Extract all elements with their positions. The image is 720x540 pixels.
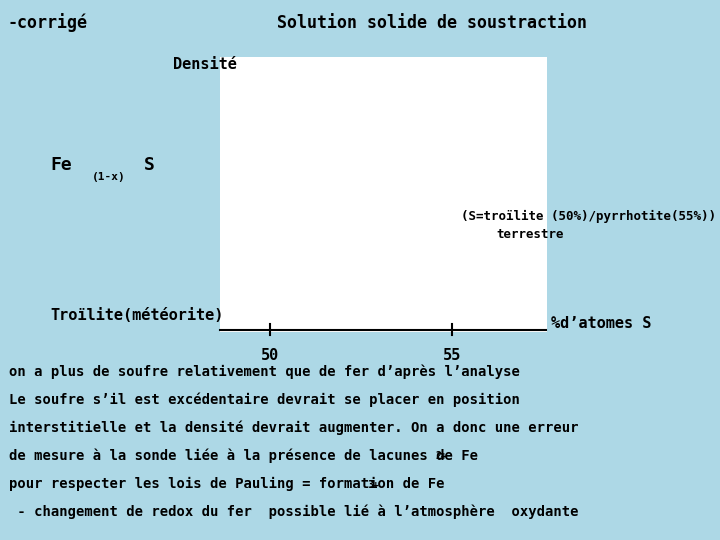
Text: de mesure à la sonde liée à la présence de lacunes de Fe: de mesure à la sonde liée à la présence … (9, 449, 477, 463)
Text: Le soufre s’il est excédentaire devrait se placer en position: Le soufre s’il est excédentaire devrait … (9, 393, 520, 407)
Text: on a plus de soufre relativement que de fer d’après l’analyse: on a plus de soufre relativement que de … (9, 364, 520, 379)
Text: %d’atomes S: %d’atomes S (551, 316, 651, 332)
Text: - changement de redox du fer  possible lié à l’atmosphère  oxydante: - changement de redox du fer possible li… (9, 505, 578, 519)
Text: (S=troïlite (50%)/pyrrhotite(55%)): (S=troïlite (50%)/pyrrhotite(55%)) (461, 210, 716, 222)
Bar (220, 57, 547, 332)
Text: (1-x): (1-x) (92, 172, 126, 181)
Text: 55: 55 (443, 348, 462, 363)
Text: Solution solide de soustraction: Solution solide de soustraction (277, 14, 587, 31)
Text: interstitielle et la densité devrait augmenter. On a donc une erreur: interstitielle et la densité devrait aug… (9, 421, 578, 435)
Text: Fe: Fe (50, 156, 72, 174)
Text: terrestre: terrestre (497, 228, 564, 241)
Text: 50: 50 (261, 348, 279, 363)
Text: 2+: 2+ (436, 451, 447, 462)
Text: pour respecter les lois de Pauling = formation de Fe: pour respecter les lois de Pauling = for… (9, 477, 444, 491)
Text: S: S (144, 156, 155, 174)
Text: Troïlite(météorite): Troïlite(météorite) (50, 308, 224, 323)
Text: Densité: Densité (173, 57, 237, 72)
Text: 3+: 3+ (367, 480, 379, 490)
Text: -corrigé: -corrigé (7, 14, 87, 32)
